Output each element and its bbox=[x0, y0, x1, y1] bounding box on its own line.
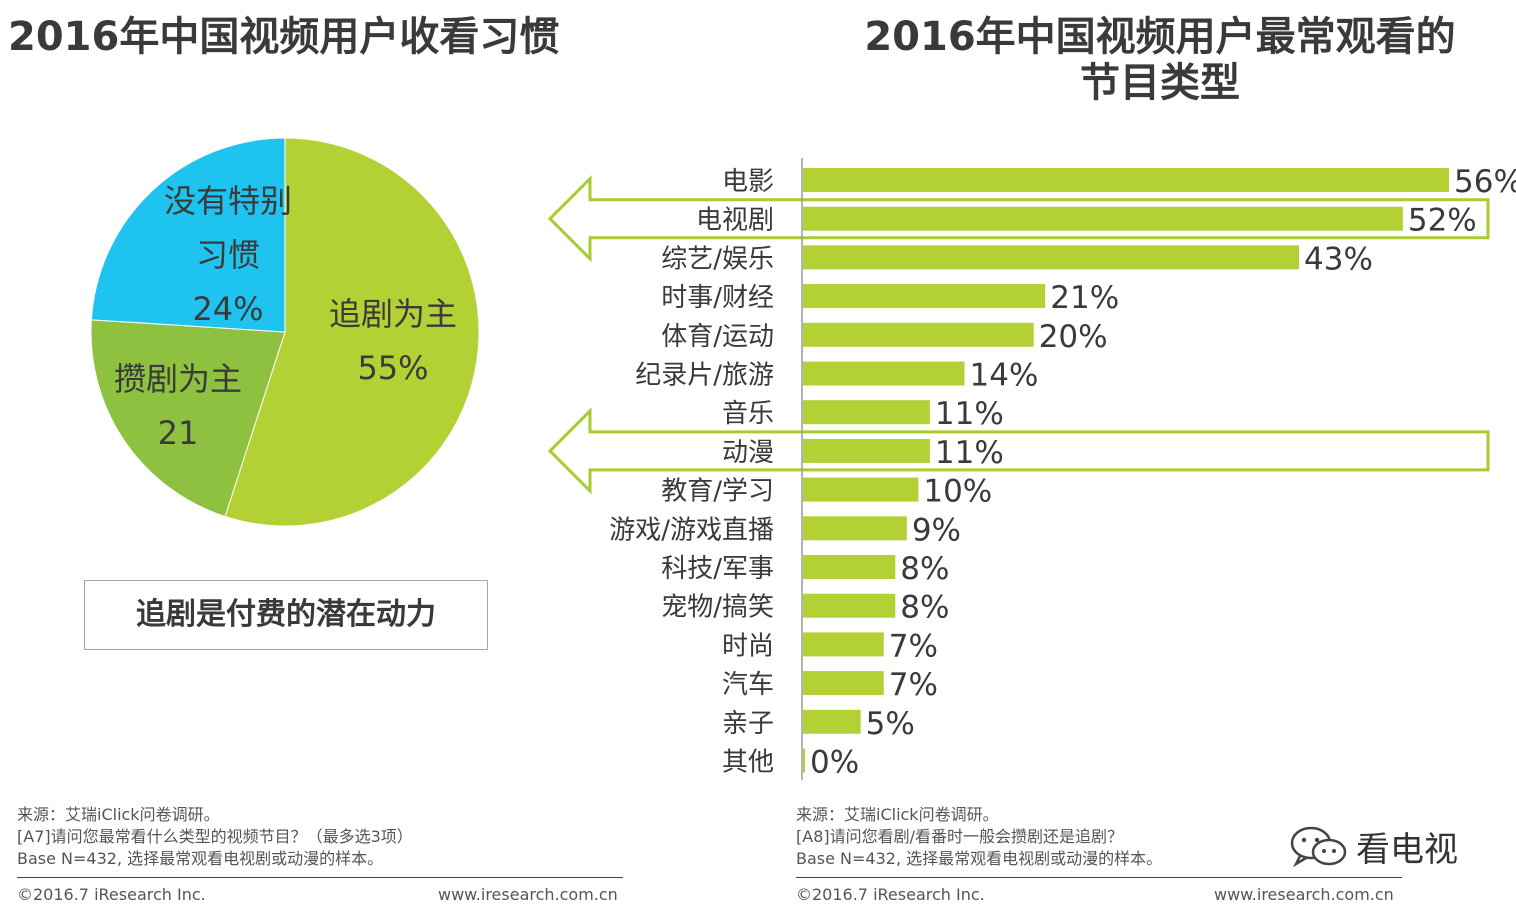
bar-value-label: 8% bbox=[900, 590, 949, 626]
bar bbox=[803, 516, 907, 541]
footer-right-base: Base N=432, 选择最常观看电视剧或动漫的样本。 bbox=[796, 849, 1163, 868]
pie-label-zanju-value: 21 bbox=[157, 414, 199, 452]
bar bbox=[803, 632, 884, 657]
bar bbox=[803, 593, 896, 618]
bar-category-label: 游戏/游戏直播 bbox=[609, 515, 774, 545]
pie-chart bbox=[90, 137, 480, 527]
bar-value-label: 20% bbox=[1039, 319, 1108, 355]
footer-right-url: www.iresearch.com.cn bbox=[1214, 885, 1394, 904]
pie-label-no-habit: 没有特别 习惯 24% bbox=[148, 174, 308, 336]
bar bbox=[803, 748, 805, 773]
bar bbox=[803, 206, 1403, 231]
footer-left-copyright: ©2016.7 iResearch Inc. bbox=[17, 885, 206, 904]
bar bbox=[803, 671, 884, 696]
bar-category-label: 亲子 bbox=[722, 709, 774, 739]
bar-value-label: 52% bbox=[1408, 203, 1477, 239]
bar-value-label: 14% bbox=[970, 358, 1039, 394]
watermark-text: 看电视 bbox=[1356, 830, 1458, 870]
footer-left-base: Base N=432, 选择最常观看电视剧或动漫的样本。 bbox=[17, 849, 384, 868]
footer-left-rule bbox=[17, 877, 623, 878]
bar bbox=[803, 477, 919, 502]
bar bbox=[803, 438, 930, 463]
footer-left: 来源：艾瑞iClick问卷调研。 [A7]请问您最常看什么类型的视频节目？（最多… bbox=[17, 804, 413, 870]
pie-label-zhuiju-value: 55% bbox=[357, 349, 429, 387]
bar-value-label: 10% bbox=[923, 474, 992, 510]
bar-value-label: 9% bbox=[912, 512, 961, 548]
bar-category-label: 汽车 bbox=[722, 670, 774, 700]
pie-slice-zanju bbox=[90, 319, 286, 518]
footer-left-url: www.iresearch.com.cn bbox=[438, 885, 618, 904]
watermark: 看电视 bbox=[1290, 822, 1458, 871]
left-title: 2016年中国视频用户收看习惯 bbox=[8, 14, 560, 60]
bar-category-label: 动漫 bbox=[722, 438, 774, 468]
right-title: 2016年中国视频用户最常观看的 节目类型 bbox=[820, 14, 1500, 106]
highlight-arrow bbox=[547, 407, 1490, 495]
bar-value-label: 8% bbox=[900, 551, 949, 587]
bar-category-label: 音乐 bbox=[722, 399, 774, 429]
pie-label-zhuiju: 追剧为主 55% bbox=[318, 287, 468, 395]
right-title-line1: 2016年中国视频用户最常观看的 bbox=[864, 14, 1456, 60]
bar-value-label: 5% bbox=[866, 706, 915, 742]
pie-label-zhuiju-name: 追剧为主 bbox=[328, 295, 457, 333]
bar-category-label: 时尚 bbox=[722, 631, 774, 661]
footer-right-rule bbox=[796, 877, 1402, 878]
bar bbox=[803, 709, 861, 734]
bar-category-label: 纪录片/旅游 bbox=[635, 361, 774, 391]
bar-value-label: 56% bbox=[1454, 164, 1516, 200]
bar bbox=[803, 322, 1034, 347]
bar-value-label: 11% bbox=[935, 435, 1004, 471]
pie-slice-no-habit bbox=[90, 137, 286, 333]
footer-right-question: [A8]请问您看剧/看番时一般会攒剧还是追剧？ bbox=[796, 827, 1124, 846]
callout-box: 追剧是付费的潜在动力 bbox=[84, 580, 488, 650]
bar-category-label: 其他 bbox=[722, 748, 774, 778]
pie-slice-zhuiju bbox=[224, 137, 480, 527]
wechat-icon bbox=[1290, 826, 1347, 867]
bar-category-label: 教育/学习 bbox=[661, 477, 774, 507]
bar-category-label: 宠物/搞笑 bbox=[661, 593, 774, 623]
bar-value-label: 7% bbox=[889, 628, 938, 664]
pie-label-zanju-name: 攒剧为主 bbox=[113, 360, 242, 398]
bar-chart: 电影 56% 电视剧 52% 综艺/娱乐 43% 时事/财经 21% 体育/运动 20% 纪录片/旅… bbox=[547, 158, 1516, 781]
bar bbox=[803, 400, 930, 425]
bar-value-label: 43% bbox=[1304, 241, 1373, 277]
bar-category-label: 科技/军事 bbox=[661, 554, 774, 584]
footer-left-question: [A7]请问您最常看什么类型的视频节目？（最多选3项） bbox=[17, 827, 413, 846]
bar-category-label: 电影 bbox=[722, 167, 774, 197]
bar bbox=[803, 284, 1046, 309]
bar bbox=[803, 245, 1300, 270]
right-title-line2: 节目类型 bbox=[1080, 60, 1240, 106]
bar-category-label: 时事/财经 bbox=[661, 283, 774, 313]
bar-category-label: 电视剧 bbox=[696, 206, 774, 236]
pie-label-no-habit-line2: 习惯 bbox=[195, 236, 260, 274]
bar-value-label: 7% bbox=[889, 667, 938, 703]
footer-left-source: 来源：艾瑞iClick问卷调研。 bbox=[17, 805, 220, 824]
footer-right: 来源：艾瑞iClick问卷调研。 [A8]请问您看剧/看番时一般会攒剧还是追剧？… bbox=[796, 804, 1162, 870]
bar-value-label: 21% bbox=[1050, 280, 1119, 316]
footer-right-copyright: ©2016.7 iResearch Inc. bbox=[796, 885, 985, 904]
highlight-arrow bbox=[547, 175, 1490, 263]
footer-right-source: 来源：艾瑞iClick问卷调研。 bbox=[796, 805, 999, 824]
pie-label-no-habit-value: 24% bbox=[192, 290, 264, 328]
pie-label-zanju: 攒剧为主 21 bbox=[103, 352, 253, 460]
bar-value-label: 0% bbox=[810, 745, 859, 781]
bar-category-label: 体育/运动 bbox=[661, 322, 774, 352]
bar bbox=[803, 555, 896, 579]
pie-label-no-habit-line1: 没有特别 bbox=[163, 182, 292, 220]
bar-category-label: 综艺/娱乐 bbox=[661, 244, 774, 274]
bar-value-label: 11% bbox=[935, 396, 1004, 432]
bar bbox=[803, 168, 1449, 192]
bar bbox=[803, 361, 965, 386]
